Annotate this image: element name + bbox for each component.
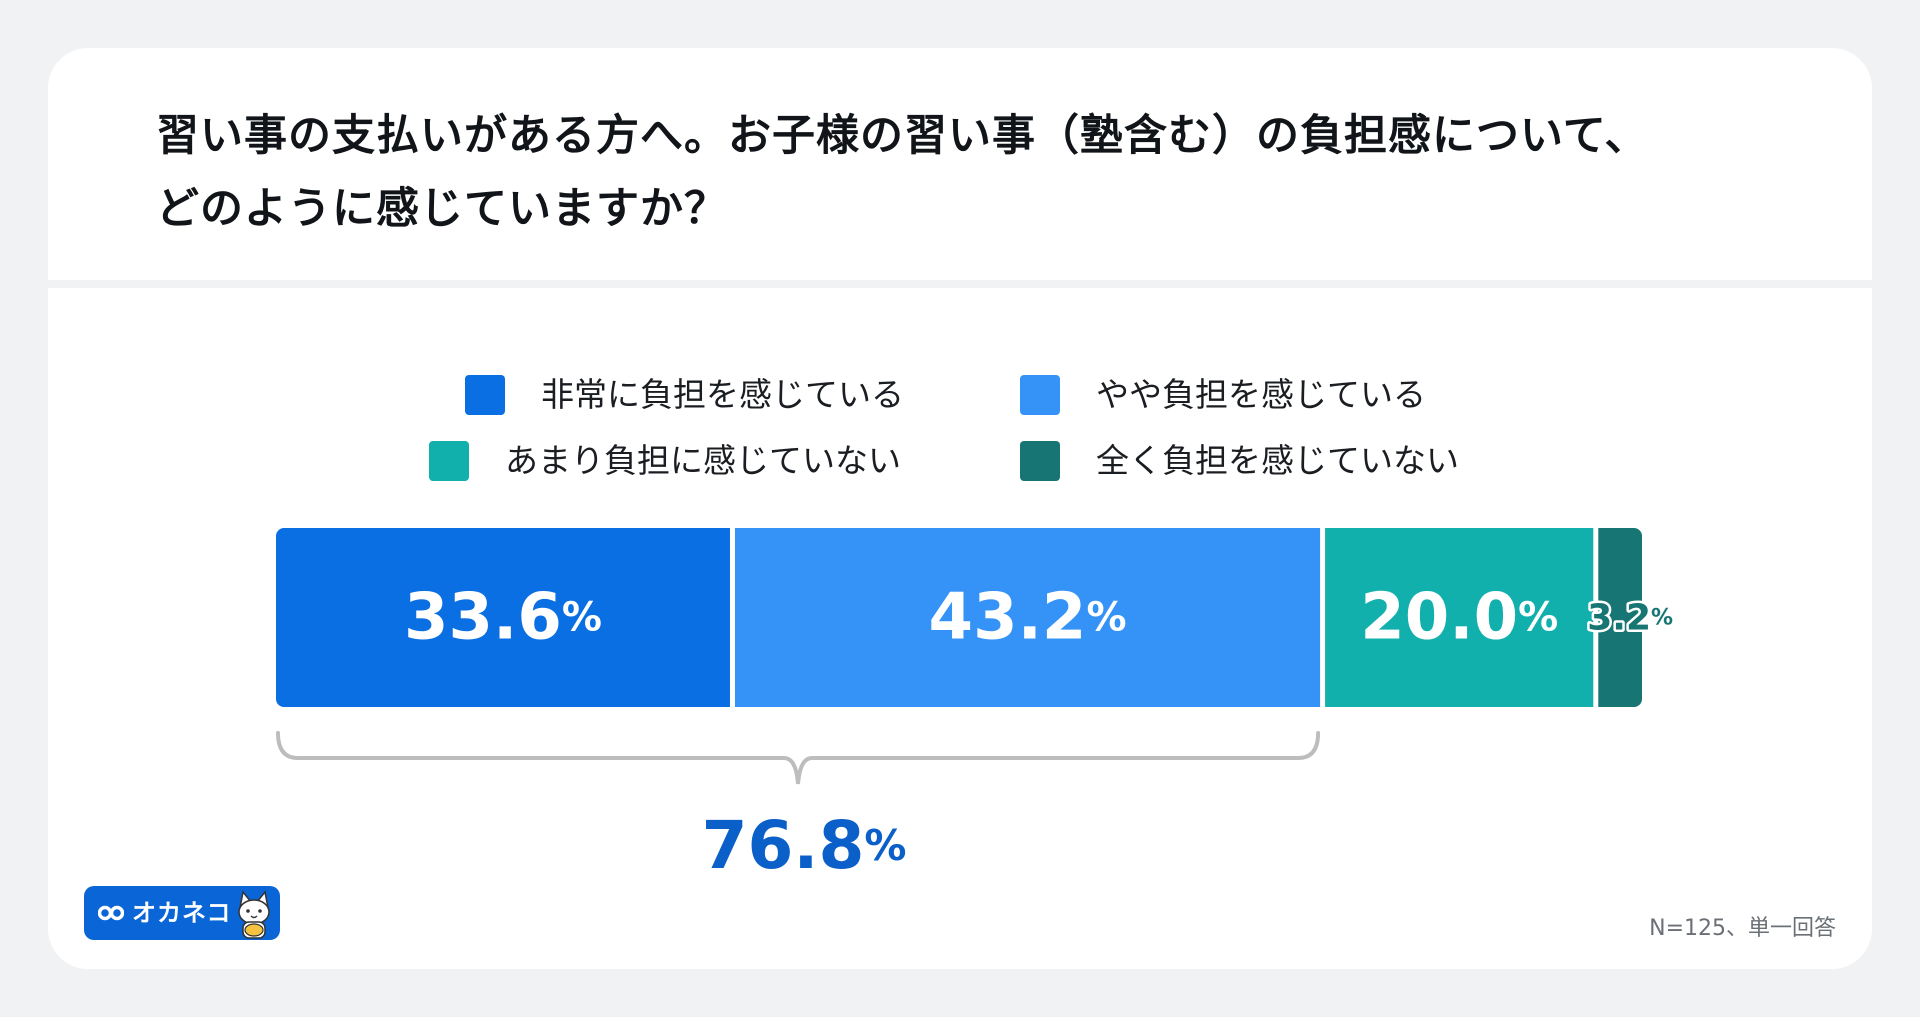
bar-not-burdened-at-all: [1598, 528, 1642, 707]
legend-label: 非常に負担を感じている: [541, 375, 904, 414]
logo-text: オカネコ: [132, 899, 232, 927]
legend-swatch: [1020, 441, 1060, 481]
bar-group: [276, 528, 1642, 707]
value-label-somewhat-burdened: 43.2%: [929, 581, 1127, 655]
stacked-bar-chart: 33.6% 43.2% 20.0% 3.2% 76.8%: [276, 528, 1676, 884]
title-divider: [48, 280, 1872, 288]
chart-title: 習い事の支払いがある方へ。お子様の習い事（塾含む）の負担感について、 どのように…: [156, 100, 1796, 246]
legend-swatch: [429, 441, 469, 481]
chart-title-line-2: どのように感じていますか？: [156, 184, 728, 234]
bar-very-burdened: [276, 528, 730, 707]
legend-label: やや負担を感じている: [1096, 375, 1426, 414]
chart-card: 習い事の支払いがある方へ。お子様の習い事（塾含む）の負担感について、 どのように…: [48, 48, 1872, 969]
sample-size-note: N=125、単一回答: [1649, 916, 1836, 941]
legend-label: 全く負担を感じていない: [1096, 441, 1459, 480]
cat-mascot-icon: [238, 890, 270, 939]
legend-swatch: [1020, 375, 1060, 415]
bracket-line: [276, 731, 1321, 785]
legend-label: あまり負担に感じていない: [505, 441, 901, 480]
value-label-not-very-burdened: 20.0%: [1360, 581, 1558, 655]
title-area: 習い事の支払いがある方へ。お子様の習い事（塾含む）の負担感について、 どのように…: [48, 48, 1872, 280]
okaneko-logo: オカネコ: [84, 886, 280, 940]
value-label-very-burdened: 33.6%: [404, 581, 602, 655]
legend-swatch: [465, 375, 505, 415]
bar-somewhat-burdened: [734, 528, 1321, 707]
bracket-total-label: 76.8%: [702, 807, 907, 884]
chart-title-line-1: 習い事の支払いがある方へ。お子様の習い事（塾含む）の負担感について、: [156, 111, 1649, 161]
value-label-not-burdened-at-all: 3.2%: [1587, 597, 1673, 638]
infinity-mark-icon: [98, 905, 124, 921]
bar-not-very-burdened: [1325, 528, 1594, 707]
